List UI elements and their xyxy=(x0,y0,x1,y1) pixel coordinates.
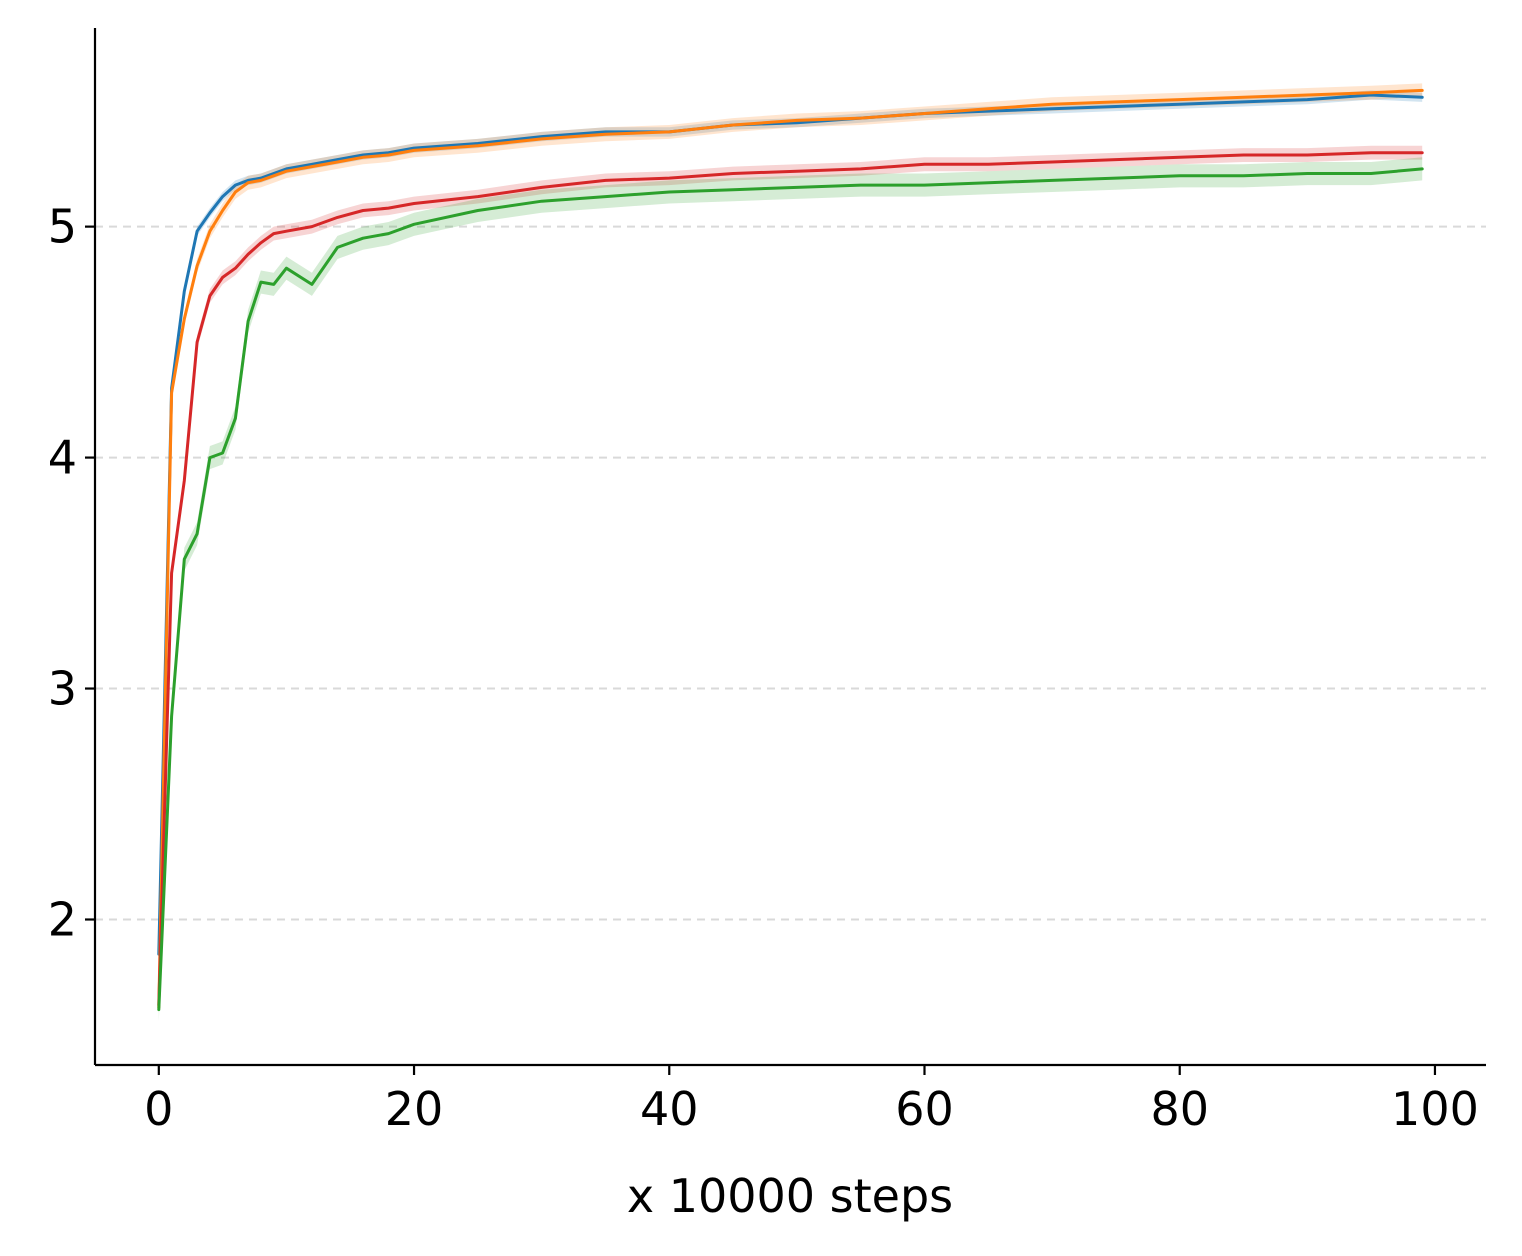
y-tick-label-3: 5 xyxy=(48,200,77,254)
series-line-2 xyxy=(157,151,1424,1007)
x-tick-label-0: 0 xyxy=(144,1082,173,1136)
axes xyxy=(85,28,1486,1075)
tick-labels: 2 3 4 5 0 20 40 60 80 100 xyxy=(48,200,1479,1136)
x-tick-label-2: 40 xyxy=(640,1082,699,1136)
series-band-1 xyxy=(158,83,1423,1015)
x-tick-label-5: 100 xyxy=(1391,1082,1479,1136)
series-line-3 xyxy=(157,167,1424,1012)
x-tick-label-1: 20 xyxy=(385,1082,444,1136)
series-line-1 xyxy=(157,88,1424,1009)
x-tick-label-3: 60 xyxy=(895,1082,954,1136)
x-axis-label: x 10000 steps xyxy=(627,1169,953,1223)
y-tick-label-2: 4 xyxy=(48,431,77,485)
y-tick-label-1: 3 xyxy=(48,662,77,716)
series-line-0 xyxy=(157,93,1424,956)
series-band-2 xyxy=(158,145,1423,1012)
confidence-bands xyxy=(158,83,1423,1022)
series-lines xyxy=(157,88,1424,1012)
grid-lines xyxy=(95,225,1486,921)
y-tick-label-0: 2 xyxy=(48,892,77,946)
x-tick-label-4: 80 xyxy=(1150,1082,1209,1136)
series-band-3 xyxy=(158,157,1423,1022)
